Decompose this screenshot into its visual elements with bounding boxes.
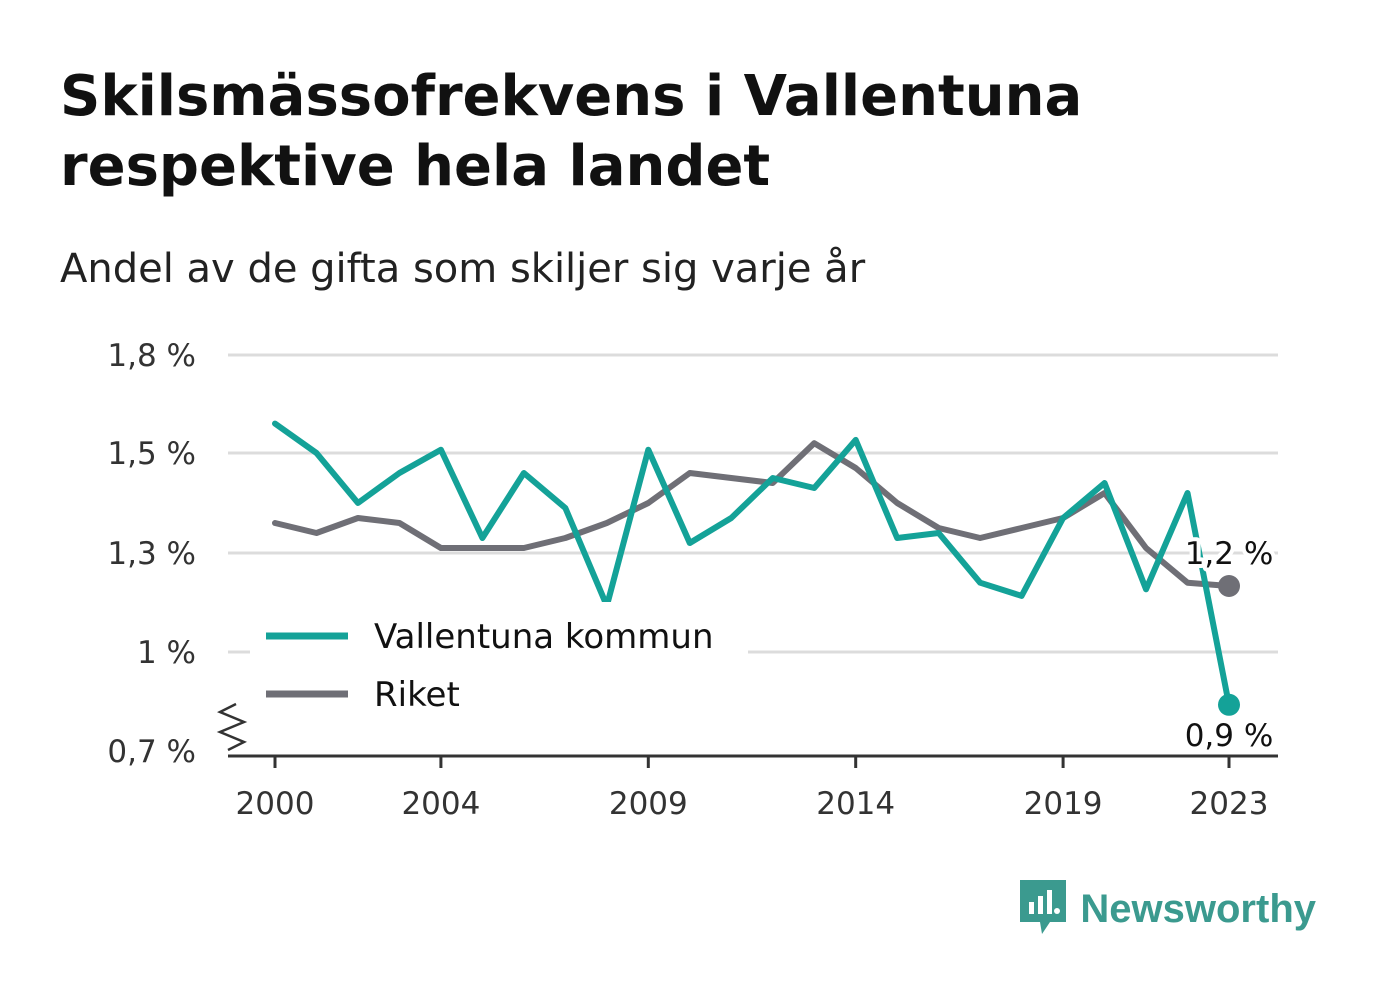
legend-label: Vallentuna kommun xyxy=(374,617,714,657)
end-label-riket: 1,2 % xyxy=(1185,536,1274,572)
y-tick-label: 1 % xyxy=(137,635,196,671)
legend: Vallentuna kommun Riket xyxy=(250,602,748,724)
legend-background xyxy=(250,602,748,724)
series-lines xyxy=(272,420,1240,716)
x-tick-label: 2023 xyxy=(1190,786,1269,822)
y-tick-label: 0,7 % xyxy=(107,734,196,770)
series-line-vallentuna xyxy=(272,420,1232,708)
newsworthy-logo-icon xyxy=(1018,878,1068,940)
x-tick-label: 2004 xyxy=(401,786,480,822)
end-label-halo: 0,9 % xyxy=(1185,718,1274,754)
x-tick-label: 2019 xyxy=(1024,786,1103,822)
brand-name: Newsworthy xyxy=(1080,886,1316,931)
axis-break-icon xyxy=(216,702,248,752)
y-tick-label: 1,8 % xyxy=(107,338,196,374)
x-tick-label: 2014 xyxy=(816,786,895,822)
end-label-vallentuna: 0,9 % xyxy=(1185,718,1274,754)
chart-subtitle: Andel av de gifta som skiljer sig varje … xyxy=(60,246,866,292)
end-label-halo: 1,2 % xyxy=(1185,536,1274,572)
x-tick-label: 2009 xyxy=(609,786,688,822)
end-labels: 0,9 %0,9 %1,2 %1,2 % xyxy=(1181,532,1278,758)
y-tick-label: 1,3 % xyxy=(107,536,196,572)
legend-label: Riket xyxy=(374,675,460,715)
series-end-point-vallentuna xyxy=(1218,693,1240,716)
chart-title: Skilsmässofrekvens i Vallentuna respekti… xyxy=(60,64,1083,199)
axes: 0,7 % 1 % 1,3 % 1,5 % 1,8 % 2000 2004 2009 2014 2… xyxy=(107,338,1278,822)
x-tick-label: 2000 xyxy=(236,786,315,822)
brand: Newsworthy xyxy=(1018,878,1316,940)
series-end-point-riket xyxy=(1218,575,1240,597)
y-tick-label: 1,5 % xyxy=(107,436,196,472)
